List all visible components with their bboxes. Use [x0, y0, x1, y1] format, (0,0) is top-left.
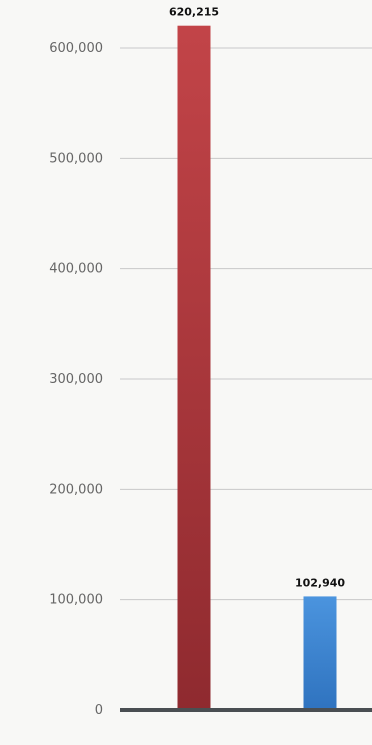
bars [177, 25, 337, 711]
data-label-2: 102,940 [295, 576, 345, 589]
gridlines [120, 47, 372, 601]
y-tick-label: 0 [95, 703, 103, 718]
bar-2 [303, 596, 337, 710]
y-tick-label: 600,000 [49, 41, 103, 56]
y-tick-label: 300,000 [49, 372, 103, 387]
y-tick-label: 100,000 [49, 593, 103, 608]
data-labels: 620,215 102,940 [169, 6, 345, 590]
data-label-1: 620,215 [169, 6, 219, 19]
y-tick-label: 400,000 [49, 262, 103, 277]
y-tick-label: 500,000 [49, 151, 103, 166]
bar-1 [177, 25, 211, 711]
y-tick-label: 200,000 [49, 482, 103, 497]
y-axis-ticks: 0 100,000 200,000 300,000 400,000 500,000 600,… [49, 41, 103, 718]
